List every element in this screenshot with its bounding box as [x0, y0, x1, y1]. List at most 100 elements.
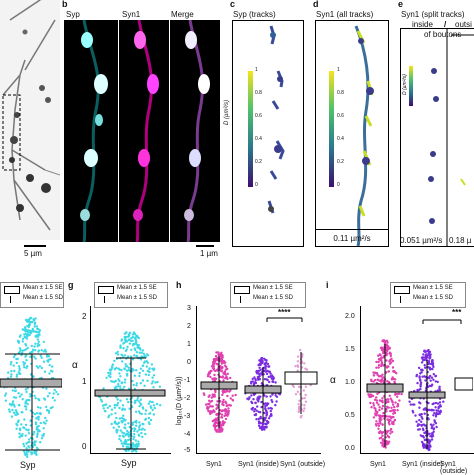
data-point: [36, 406, 40, 409]
data-point: [132, 342, 135, 346]
data-point: [220, 424, 223, 427]
data-point: [138, 424, 142, 427]
data-point: [110, 368, 113, 371]
data-point: [265, 413, 268, 416]
data-point: [15, 361, 18, 365]
data-point: [221, 390, 224, 393]
data-point: [211, 367, 215, 370]
data-point: [158, 385, 162, 388]
data-point: [141, 379, 145, 382]
data-point: [131, 333, 135, 336]
data-point: [436, 389, 440, 392]
data-point: [265, 378, 268, 381]
data-point: [148, 367, 151, 371]
data-point: [370, 393, 373, 397]
data-point: [31, 320, 34, 324]
data-point: [124, 441, 127, 444]
data-point: [38, 331, 41, 334]
data-point: [106, 406, 110, 409]
data-point: [376, 378, 379, 381]
panel-c-letter: c: [230, 0, 236, 9]
data-point: [38, 329, 42, 332]
data-point: [151, 367, 154, 370]
data-point: [430, 438, 434, 441]
data-point: [435, 411, 438, 415]
data-point: [420, 371, 423, 374]
data-point: [424, 379, 427, 382]
data-point: [124, 423, 127, 426]
data-point: [211, 393, 214, 396]
data-point: [267, 365, 270, 368]
data-point: [213, 360, 217, 363]
data-point: [123, 419, 127, 422]
data-point: [264, 365, 268, 368]
data-point: [133, 354, 136, 357]
data-point: [377, 366, 380, 369]
data-point: [428, 377, 431, 380]
data-point: [150, 363, 154, 366]
data-point: [109, 373, 112, 376]
data-point: [115, 422, 118, 425]
panel-h-legend: Mean ± 1.5 SE Mean ± 1.5 SD: [230, 282, 306, 308]
data-point: [214, 389, 217, 392]
data-point: [427, 361, 430, 364]
data-point: [381, 439, 385, 442]
data-point: [125, 369, 129, 372]
data-point: [122, 347, 125, 350]
data-point: [269, 395, 272, 398]
data-point: [133, 347, 136, 350]
data-point: [373, 371, 377, 374]
data-point: [133, 332, 137, 336]
data-point: [263, 411, 266, 415]
data-point: [222, 398, 225, 402]
data-point: [425, 353, 428, 356]
panel-h-xcat: Syn1: [206, 461, 222, 468]
data-point: [221, 376, 224, 379]
data-point: [25, 390, 28, 394]
scalebar-a-label: 5 µm: [24, 249, 42, 258]
data-point: [418, 406, 421, 409]
data-point: [434, 380, 437, 383]
data-point: [121, 431, 124, 434]
data-point: [379, 420, 382, 423]
data-point: [420, 361, 424, 364]
data-point: [29, 409, 33, 412]
data-point: [127, 366, 130, 369]
data-point: [224, 417, 228, 421]
data-point: [38, 365, 42, 368]
legend-box-label: Mean ± 1.5 SE: [23, 285, 63, 291]
data-point: [4, 392, 8, 395]
data-point: [152, 413, 156, 416]
data-point: [22, 442, 25, 446]
data-point: [35, 435, 39, 438]
data-point: [25, 428, 28, 431]
data-point: [102, 387, 105, 390]
data-point: [221, 422, 224, 425]
data-point: [225, 410, 228, 413]
panel-h-ytick: -4: [184, 431, 191, 438]
data-point: [255, 418, 258, 421]
data-point: [252, 393, 256, 396]
data-point: [221, 428, 224, 431]
data-point: [36, 342, 40, 346]
data-point: [8, 408, 11, 411]
data-point: [391, 366, 395, 369]
data-point: [260, 357, 263, 360]
data-point: [116, 398, 119, 401]
data-point: [24, 330, 27, 333]
data-point: [264, 370, 268, 373]
data-point: [133, 427, 136, 430]
panel-e-header-outside: outsi: [455, 20, 472, 29]
data-point: [151, 380, 154, 383]
data-point: [420, 440, 424, 444]
data-point: [37, 424, 40, 428]
data-point: [151, 376, 154, 379]
data-point: [141, 435, 144, 439]
data-point: [258, 373, 261, 376]
data-point: [389, 432, 392, 435]
data-point: [213, 362, 216, 365]
data-point: [418, 375, 421, 378]
panel-d-cbar-tick: 0.8: [337, 90, 344, 96]
panel-e-header-inside: inside: [412, 20, 433, 29]
data-point: [221, 366, 224, 369]
